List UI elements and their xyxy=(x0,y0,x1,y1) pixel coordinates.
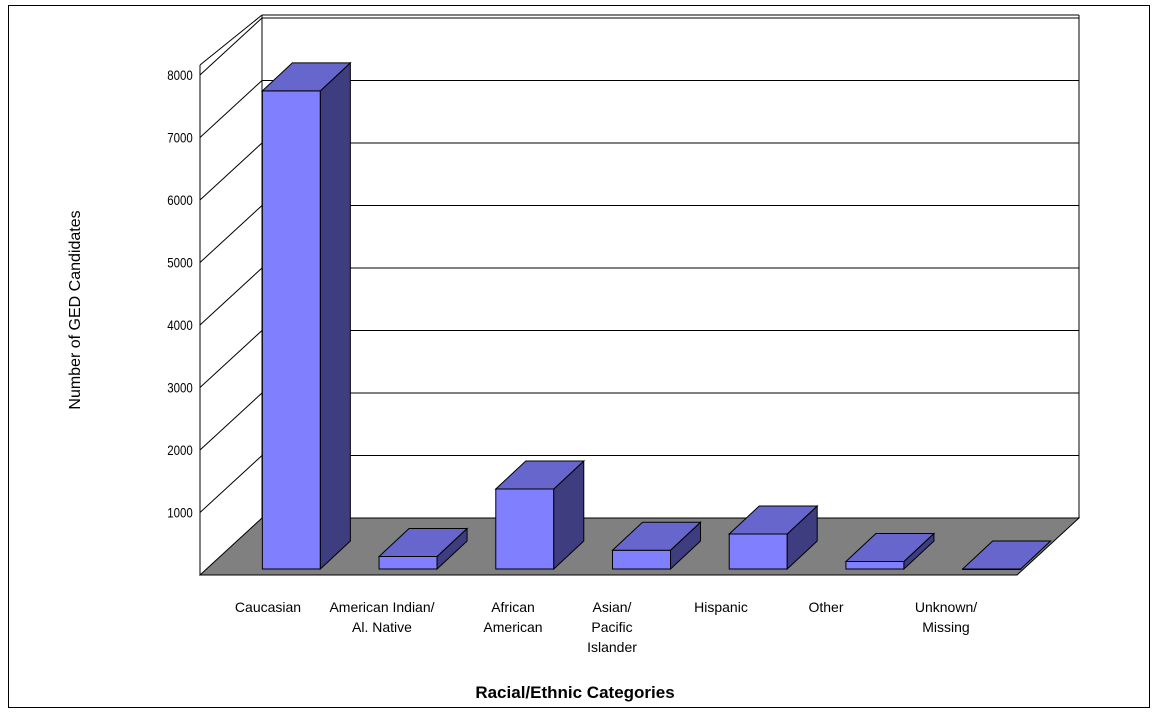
bar xyxy=(727,504,819,571)
x-category-line: Pacific xyxy=(591,619,632,635)
x-category-line: Islander xyxy=(587,639,637,655)
y-tick-label: 3000 xyxy=(167,379,193,395)
bar xyxy=(261,61,352,571)
gridline-left-wall xyxy=(199,392,263,451)
bar-top xyxy=(844,533,936,562)
bar-top xyxy=(494,460,586,490)
x-category-label: Hispanic xyxy=(694,599,748,615)
gridline-left-wall xyxy=(199,455,263,513)
gridline-left-wall xyxy=(199,80,263,138)
y-tick-label: 7000 xyxy=(167,129,193,145)
y-axis-label: Number of GED Candidates xyxy=(67,210,84,409)
bar-top xyxy=(611,521,702,551)
bar-front xyxy=(728,533,788,570)
x-category-line: American Indian/ xyxy=(329,599,434,615)
x-category-line: Al. Native xyxy=(352,619,412,635)
bar-front xyxy=(612,549,671,570)
x-axis-categories: Caucasian American Indian/Al. Native Afric… xyxy=(235,599,977,655)
bar-top xyxy=(261,62,352,92)
x-category-label: Asian/Pacific Islander xyxy=(587,599,637,655)
x-category-label: Other xyxy=(808,599,843,615)
bar-front xyxy=(495,488,555,570)
x-category-line: Other xyxy=(808,599,843,615)
x-category-label: Caucasian xyxy=(235,599,301,615)
x-category-label: American Indian/Al. Native xyxy=(329,599,434,635)
x-category-line: Asian/ xyxy=(593,599,632,615)
bar-front xyxy=(261,90,321,570)
x-category-line: African xyxy=(491,599,535,615)
x-category-label: African American xyxy=(483,599,542,635)
bar xyxy=(377,527,469,571)
bar-top xyxy=(727,505,819,535)
y-tick-label: 6000 xyxy=(167,192,193,208)
y-tick-label: 2000 xyxy=(167,442,193,458)
gridline-left-wall xyxy=(199,17,263,76)
x-category-line: Unknown/ xyxy=(915,599,977,615)
bar xyxy=(611,521,702,571)
bar-side xyxy=(319,61,351,571)
x-category-line: Missing xyxy=(922,619,969,635)
y-tick-label: 4000 xyxy=(167,317,193,333)
x-axis-label: Racial/Ethnic Categories xyxy=(475,683,674,702)
bar xyxy=(494,459,586,571)
y-axis-ticks: 1000 2000 3000 4000 5000 6000 7000 8000 xyxy=(167,67,193,521)
left-wall-top-edge xyxy=(199,14,263,66)
bar-front xyxy=(378,556,438,570)
x-category-line: Caucasian xyxy=(235,599,301,615)
y-tick-label: 8000 xyxy=(167,67,193,83)
bar xyxy=(844,532,936,571)
gridline-left-wall xyxy=(199,205,263,263)
gridline-left-wall xyxy=(199,142,263,201)
bar-top xyxy=(961,540,1052,570)
y-tick-label: 1000 xyxy=(167,504,193,520)
bar-front xyxy=(845,561,905,570)
chart-frame xyxy=(8,5,1150,708)
bar-top xyxy=(377,528,469,557)
x-category-line: American xyxy=(483,619,542,635)
chart-bars xyxy=(261,61,1052,571)
gridline-left-wall xyxy=(199,330,263,388)
x-category-label: Unknown/Missing xyxy=(915,599,977,635)
y-tick-label: 5000 xyxy=(167,254,193,270)
bar xyxy=(961,540,1052,570)
x-category-line: Hispanic xyxy=(694,599,748,615)
gridline-left-wall xyxy=(199,267,263,326)
